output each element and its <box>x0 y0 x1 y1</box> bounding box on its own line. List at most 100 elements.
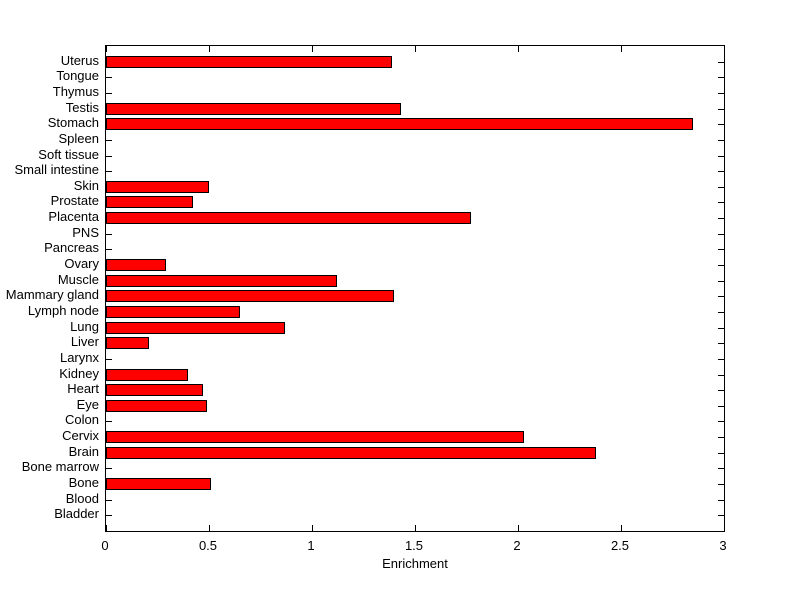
x-tick-2.5 <box>621 525 622 531</box>
bar-lung <box>106 322 285 334</box>
y-tick-heart <box>718 390 724 391</box>
y-tick-small-intestine <box>718 171 724 172</box>
y-tick-stomach <box>718 124 724 125</box>
y-label-thymus: Thymus <box>52 84 99 99</box>
y-tick-larynx <box>718 359 724 360</box>
y-tick-cervix <box>718 437 724 438</box>
x-tick-label-1: 1 <box>307 538 315 553</box>
x-tick-label-2: 2 <box>513 538 521 553</box>
x-tick-1 <box>312 46 313 52</box>
plot-area <box>105 45 725 532</box>
y-tick-muscle <box>718 281 724 282</box>
bar-stomach <box>106 118 693 130</box>
y-tick-pns <box>106 234 112 235</box>
y-tick-pns <box>718 234 724 235</box>
x-axis-title: Enrichment <box>382 556 448 571</box>
bar-heart <box>106 384 203 396</box>
y-tick-brain <box>718 453 724 454</box>
y-label-lymph-node: Lymph node <box>27 303 99 318</box>
y-label-brain: Brain <box>68 444 99 459</box>
x-tick-1.5 <box>415 46 416 52</box>
y-tick-small-intestine <box>106 171 112 172</box>
y-label-uterus: Uterus <box>60 53 99 68</box>
x-tick-0.5 <box>209 525 210 531</box>
y-label-bone: Bone <box>68 475 99 490</box>
x-tick-3 <box>724 525 725 531</box>
y-label-pancreas: Pancreas <box>44 240 99 255</box>
x-tick-3 <box>724 46 725 52</box>
y-tick-liver <box>718 343 724 344</box>
y-label-larynx: Larynx <box>59 350 99 365</box>
y-label-liver: Liver <box>70 334 99 349</box>
y-tick-ovary <box>718 265 724 266</box>
y-label-mammary-gland: Mammary gland <box>5 287 99 302</box>
y-tick-skin <box>718 187 724 188</box>
x-tick-2 <box>518 525 519 531</box>
y-tick-tongue <box>718 77 724 78</box>
y-label-cervix: Cervix <box>62 428 99 443</box>
y-label-tongue: Tongue <box>56 68 99 83</box>
bar-kidney <box>106 369 188 381</box>
bar-testis <box>106 103 401 115</box>
y-tick-colon <box>718 421 724 422</box>
x-tick-label-2.5: 2.5 <box>610 538 630 553</box>
y-tick-testis <box>718 109 724 110</box>
y-tick-blood <box>718 500 724 501</box>
x-tick-label-1.5: 1.5 <box>404 538 424 553</box>
y-label-soft-tissue: Soft tissue <box>38 147 99 162</box>
y-label-testis: Testis <box>65 100 99 115</box>
y-tick-bone <box>718 484 724 485</box>
y-tick-mammary-gland <box>718 296 724 297</box>
y-tick-eye <box>718 406 724 407</box>
y-label-bladder: Bladder <box>54 506 99 521</box>
x-tick-1.5 <box>415 525 416 531</box>
y-tick-bone-marrow <box>718 468 724 469</box>
x-tick-label-3: 3 <box>719 538 727 553</box>
x-tick-2.5 <box>621 46 622 52</box>
y-tick-larynx <box>106 359 112 360</box>
y-label-muscle: Muscle <box>57 272 99 287</box>
y-tick-soft-tissue <box>718 156 724 157</box>
y-label-placenta: Placenta <box>48 209 99 224</box>
bar-cervix <box>106 431 524 443</box>
y-label-kidney: Kidney <box>59 366 99 381</box>
y-label-pns: PNS <box>72 225 99 240</box>
y-label-eye: Eye <box>76 397 99 412</box>
bar-bone <box>106 478 211 490</box>
y-tick-tongue <box>106 77 112 78</box>
bar-brain <box>106 447 596 459</box>
bar-prostate <box>106 196 193 208</box>
bar-ovary <box>106 259 166 271</box>
y-tick-blood <box>106 500 112 501</box>
y-tick-bone-marrow <box>106 468 112 469</box>
y-label-blood: Blood <box>65 491 99 506</box>
bar-liver <box>106 337 149 349</box>
y-label-heart: Heart <box>67 381 99 396</box>
x-tick-0.5 <box>209 46 210 52</box>
y-tick-lymph-node <box>718 312 724 313</box>
y-tick-soft-tissue <box>106 156 112 157</box>
x-tick-1 <box>312 525 313 531</box>
bar-mammary-gland <box>106 290 394 302</box>
x-tick-label-0.5: 0.5 <box>198 538 218 553</box>
bar-eye <box>106 400 207 412</box>
bar-uterus <box>106 56 392 68</box>
y-tick-uterus <box>718 62 724 63</box>
x-tick-0 <box>106 525 107 531</box>
y-tick-colon <box>106 421 112 422</box>
y-tick-kidney <box>718 375 724 376</box>
y-tick-pancreas <box>718 249 724 250</box>
y-label-bone-marrow: Bone marrow <box>21 459 99 474</box>
y-label-skin: Skin <box>73 178 99 193</box>
y-tick-thymus <box>718 93 724 94</box>
y-label-stomach: Stomach <box>47 115 99 130</box>
y-label-ovary: Ovary <box>64 256 99 271</box>
bar-placenta <box>106 212 471 224</box>
y-label-small-intestine: Small intestine <box>14 162 99 177</box>
y-tick-spleen <box>106 140 112 141</box>
bar-lymph-node <box>106 306 240 318</box>
bar-muscle <box>106 275 337 287</box>
y-tick-pancreas <box>106 249 112 250</box>
bar-skin <box>106 181 209 193</box>
